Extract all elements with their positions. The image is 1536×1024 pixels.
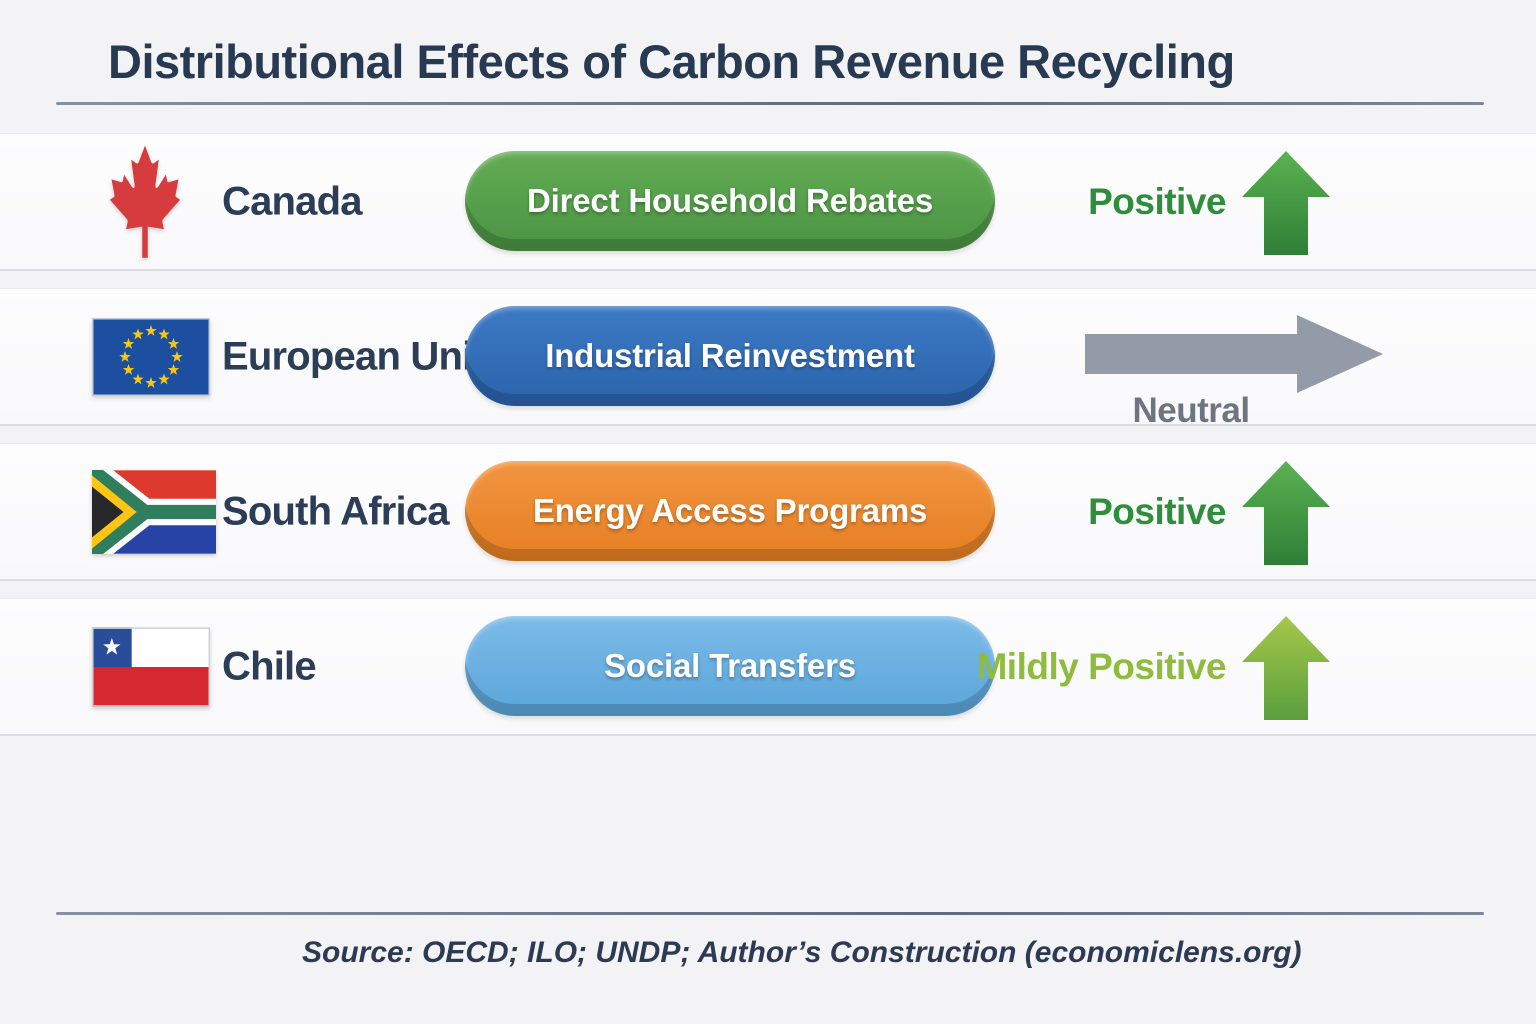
canada-maple-leaf-icon [92, 144, 198, 260]
effect-label: Mildly Positive [976, 645, 1226, 687]
page-title: Distributional Effects of Carbon Revenue… [108, 35, 1235, 88]
effect-indicator: Positive [1088, 134, 1330, 269]
row-canada: Canada Direct Household Rebates Positive [0, 133, 1536, 271]
rows-container: Canada Direct Household Rebates Positive [0, 133, 1536, 753]
up-arrow-icon [1242, 150, 1330, 255]
footer-divider [56, 912, 1484, 915]
effect-label: Positive [1088, 180, 1226, 222]
country-label: South Africa [222, 489, 450, 533]
policy-pill: Direct Household Rebates [465, 151, 995, 251]
title-divider [56, 102, 1484, 105]
policy-pill: Industrial Reinvestment [465, 306, 995, 406]
policy-pill: Social Transfers [465, 616, 995, 716]
row-european-union: European Union Industrial Reinvestment N… [0, 288, 1536, 430]
country-label: Chile [222, 644, 317, 688]
effect-label: Positive [1088, 490, 1226, 532]
effect-indicator: Neutral [1085, 289, 1383, 431]
eu-flag-icon [92, 317, 210, 396]
chile-flag-icon [92, 626, 210, 707]
row-chile: Chile Social Transfers Mildly Positive [0, 598, 1536, 736]
south-africa-flag-icon [83, 459, 216, 564]
source-note: Source: OECD; ILO; UNDP; Author’s Constr… [302, 936, 1302, 969]
up-arrow-icon [1242, 615, 1330, 720]
up-arrow-icon [1242, 460, 1330, 565]
effect-indicator: Mildly Positive [976, 599, 1330, 734]
effect-indicator: Positive [1088, 444, 1330, 579]
right-arrow-icon [1085, 315, 1383, 393]
row-south-africa: South Africa Energy Access Programs Posi… [0, 443, 1536, 581]
country-label: Canada [222, 179, 363, 223]
policy-pill: Energy Access Programs [465, 461, 995, 561]
effect-label: Neutral [1132, 391, 1250, 430]
